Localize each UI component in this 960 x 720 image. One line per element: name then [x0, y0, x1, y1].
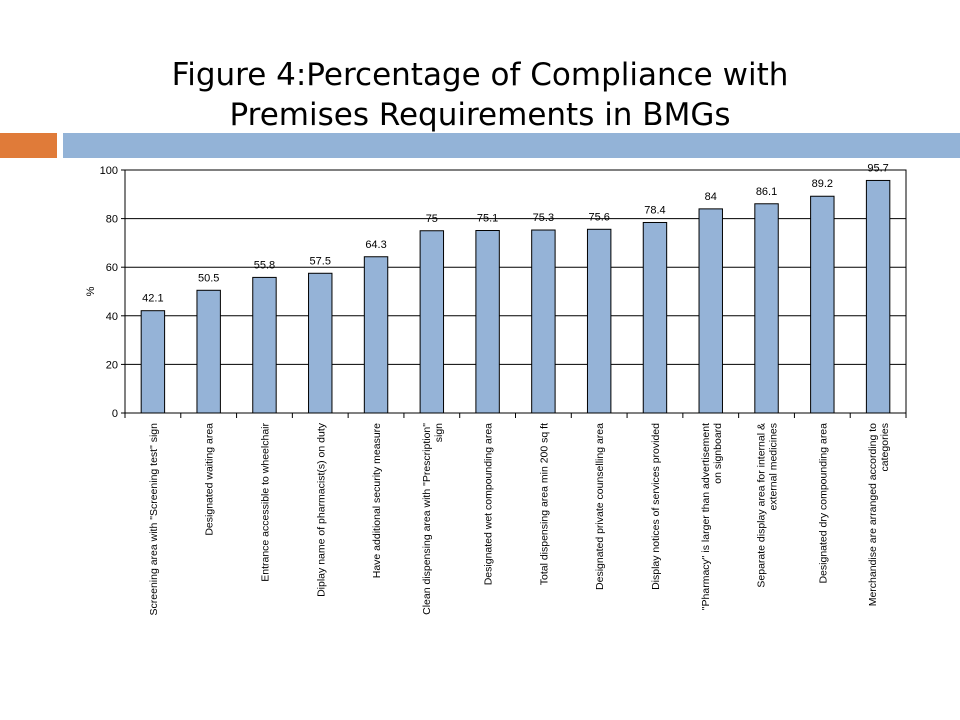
y-tick-label: 20: [106, 359, 118, 371]
x-tick-label-line: Screening area with "Screening test" sig…: [148, 423, 160, 616]
data-label: 86.1: [756, 186, 777, 198]
data-label: 57.5: [310, 255, 331, 267]
bar: [531, 229, 556, 414]
x-tick-label: Total dispensing area min 200 sq ft: [538, 423, 550, 585]
x-tick-label-line: Designated private counselling area: [594, 423, 606, 590]
accent-bar-blue: [63, 133, 960, 158]
bar: [865, 179, 891, 414]
x-tick-label-line: Display notices of services provided: [650, 423, 662, 590]
x-tick-label-line: Have additional security measure: [371, 423, 383, 578]
x-tick-label-line: Separate display area for internal &: [756, 423, 768, 588]
bar: [586, 228, 612, 414]
x-tick-label: Clean dispensing area with "Prescription…: [421, 423, 445, 615]
data-label: 75: [426, 213, 438, 225]
x-tick-label: Have additional security measure: [371, 423, 383, 578]
x-tick-label-line: Total dispensing area min 200 sq ft: [538, 423, 550, 585]
x-tick-label: Display notices of services provided: [650, 423, 662, 590]
bar: [698, 208, 723, 414]
x-tick-label-line: sign: [433, 423, 445, 442]
y-tick-label: 40: [106, 311, 118, 323]
plot-border: [124, 169, 907, 414]
bar: [308, 272, 333, 414]
accent-bar-orange: [0, 133, 57, 158]
y-tick-label: 0: [112, 408, 118, 420]
x-tick-label: "Pharmacy" is larger than advertisemento…: [700, 423, 724, 610]
data-label: 55.8: [254, 259, 275, 271]
data-label: 75.3: [533, 212, 554, 224]
x-tick-label-line: Entrance accessible to wheelchair: [259, 423, 271, 582]
data-label: 95.7: [867, 162, 888, 174]
x-tick-label: Diplay name of pharmacist(s) on duty: [315, 422, 327, 597]
bar: [140, 310, 166, 414]
x-tick-label-line: Designated wet compounding area: [483, 423, 495, 585]
bar: [196, 289, 221, 414]
x-tick-label-line: external medicines: [768, 423, 780, 511]
x-tick-label: Separate display area for internal &exte…: [756, 423, 780, 588]
slide-title-line-2: Premises Requirements in BMGs: [229, 97, 731, 133]
bar: [475, 230, 500, 414]
x-tick-label: Designated waiting area: [204, 423, 216, 536]
x-tick-label: Entrance accessible to wheelchair: [259, 423, 271, 582]
x-tick-label: Screening area with "Screening test" sig…: [148, 423, 160, 616]
x-tick-label-line: Diplay name of pharmacist(s) on duty: [315, 422, 327, 597]
y-tick-label: 100: [100, 165, 118, 177]
x-tick-label-line: "Pharmacy" is larger than advertisement: [700, 423, 712, 610]
x-tick-label: Designated wet compounding area: [483, 423, 495, 585]
slide-title: Figure 4:Percentage of Compliance with P…: [0, 55, 960, 135]
x-tick-label-line: Designated waiting area: [204, 423, 216, 536]
x-tick-label-line: Merchandise are arranged according to: [867, 423, 879, 606]
data-label: 50.5: [198, 272, 219, 284]
data-label: 78.4: [644, 204, 665, 216]
bar: [363, 256, 389, 414]
plot-area: [125, 170, 906, 413]
x-tick-label-line: categories: [879, 423, 891, 471]
x-tick-label: Designated dry compounding area: [817, 423, 829, 584]
data-label: 64.3: [365, 239, 386, 251]
data-label: 75.1: [477, 213, 498, 225]
data-label: 42.1: [142, 293, 163, 305]
x-tick-label-line: Designated dry compounding area: [817, 423, 829, 584]
bar: [754, 203, 779, 414]
bar: [419, 230, 445, 414]
y-tick-label: 80: [106, 214, 118, 226]
x-tick-label: Merchandise are arranged according tocat…: [867, 423, 891, 606]
data-label: 84: [705, 191, 717, 203]
slide-title-line-1: Figure 4:Percentage of Compliance with: [171, 57, 789, 93]
y-axis-label: %: [85, 286, 97, 296]
x-tick-label-line: Clean dispensing area with "Prescription…: [421, 423, 433, 615]
y-tick-label: 60: [106, 262, 118, 274]
x-tick-label-line: on signboard: [712, 423, 724, 484]
bar: [642, 221, 668, 414]
x-tick-label: Designated private counselling area: [594, 423, 606, 590]
data-label: 75.6: [588, 211, 609, 223]
bar: [252, 276, 277, 414]
data-label: 89.2: [812, 178, 833, 190]
bar: [810, 195, 835, 414]
